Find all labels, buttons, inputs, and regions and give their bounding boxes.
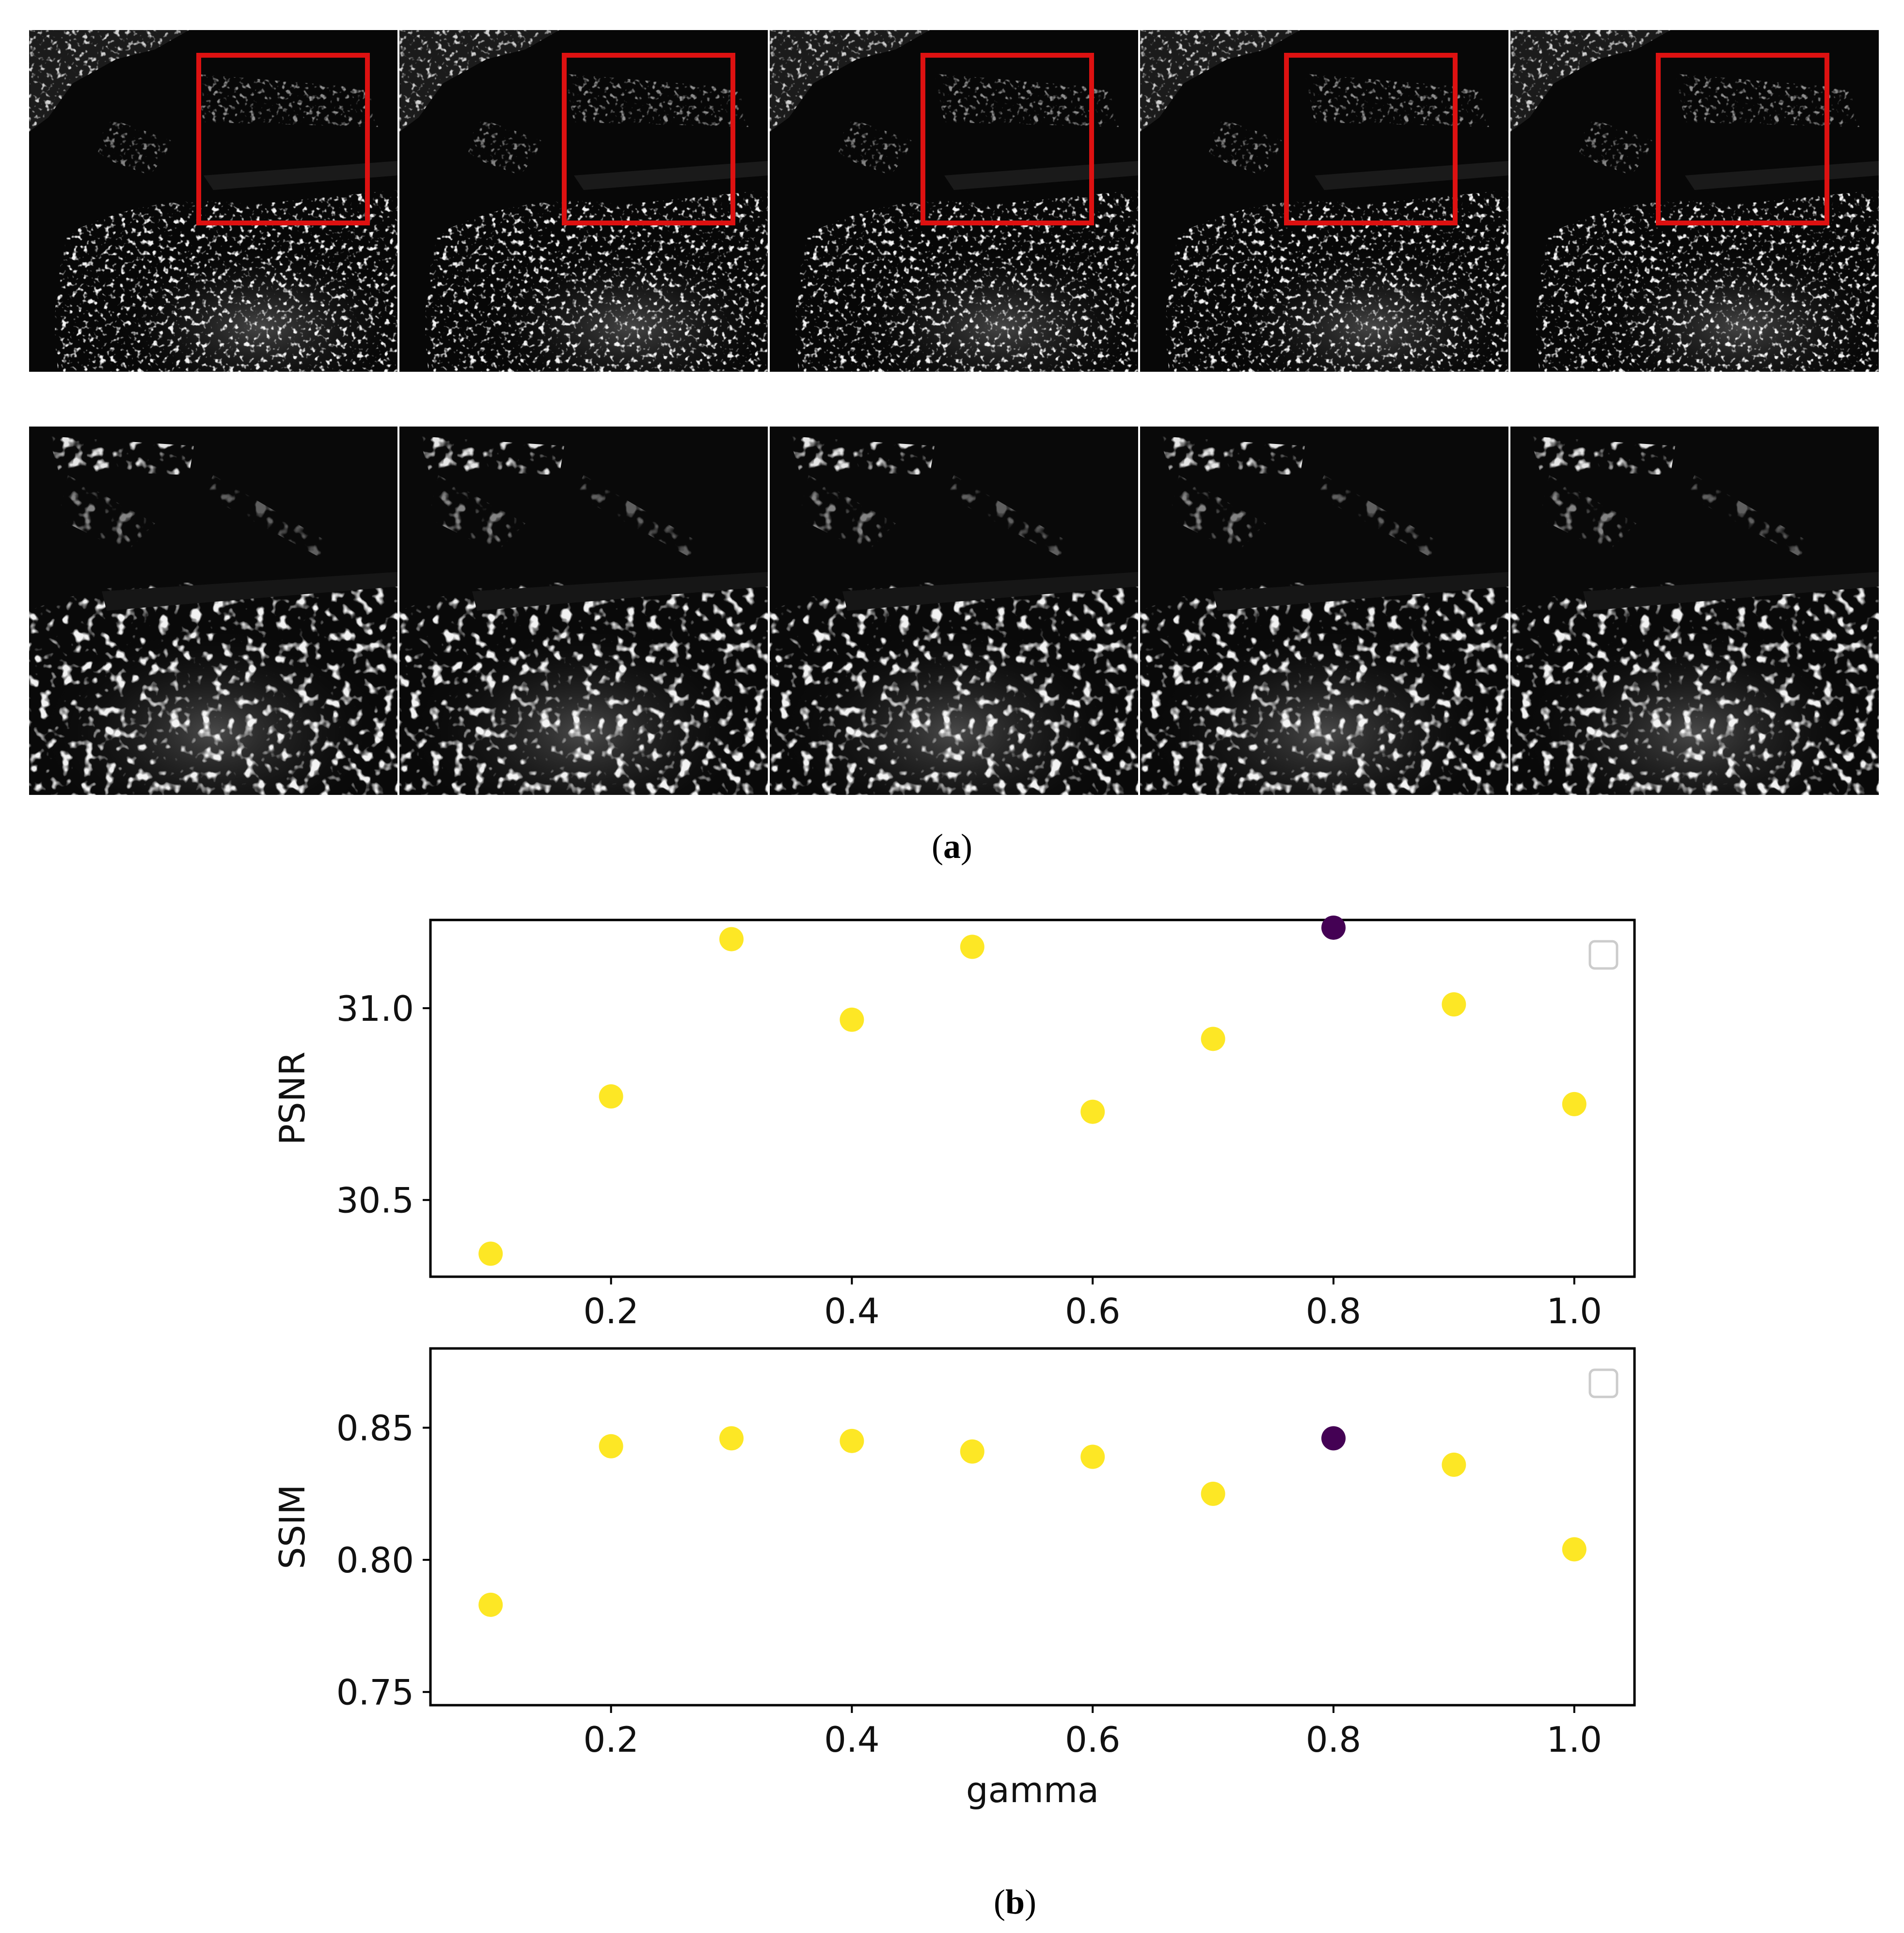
data-point	[1562, 1537, 1587, 1562]
data-point	[719, 927, 744, 951]
sar-crop-row2-col1	[29, 427, 397, 795]
data-point	[1321, 1426, 1346, 1451]
data-point	[1201, 1027, 1225, 1051]
y-tick-label: 30.5	[336, 1180, 414, 1221]
x-tick-label: 0.6	[1065, 1291, 1121, 1331]
zoom-region-box	[920, 53, 1094, 225]
data-point	[840, 1428, 864, 1453]
data-point	[1201, 1481, 1225, 1506]
x-tick-label: 0.4	[824, 1291, 880, 1331]
data-point	[1080, 1444, 1105, 1469]
y-tick-label: 0.75	[336, 1672, 414, 1713]
data-point	[840, 1007, 864, 1032]
data-point	[1321, 915, 1346, 940]
sar-panel-row1-col5	[1510, 30, 1879, 372]
zoom-region-box	[196, 53, 370, 225]
data-point	[599, 1434, 623, 1458]
plot-frame	[429, 1347, 1636, 1707]
x-tick-label: 1.0	[1547, 1719, 1603, 1760]
data-point	[719, 1426, 744, 1451]
image-grid-row-1	[29, 30, 1879, 372]
psnr-scatter-chart: 0.2 0.4 0.6 0.8 1.0 30.5 31.0 PSNR	[272, 915, 1636, 1331]
x-tick-label: 0.8	[1306, 1291, 1362, 1331]
ssim-scatter-chart: 0.2 0.4 0.6 0.8 1.0 0.75 0.80 0.85 SSIM gamma	[272, 1347, 1636, 1810]
legend-box	[1588, 1368, 1618, 1398]
plot-frame	[429, 919, 1636, 1278]
caption-a: (a)	[932, 827, 972, 866]
data-point	[1080, 1099, 1105, 1124]
x-tick-label: 0.4	[824, 1719, 880, 1760]
y-tick-label: 0.80	[336, 1540, 414, 1581]
zoom-region-box	[1656, 53, 1829, 225]
x-tick-label: 0.2	[583, 1291, 639, 1331]
y-axis-label: SSIM	[272, 1485, 313, 1569]
x-tick-label: 0.8	[1306, 1719, 1362, 1760]
x-tick-label: 1.0	[1547, 1291, 1603, 1331]
data-point	[960, 1439, 984, 1464]
data-point	[478, 1241, 503, 1266]
zoom-region-box	[562, 53, 735, 225]
sar-panel-row1-col4	[1140, 30, 1508, 372]
data-point	[1442, 992, 1466, 1017]
sar-crop-row2-col2	[399, 427, 768, 795]
sar-crop-row2-col3	[770, 427, 1138, 795]
x-tick-label: 0.6	[1065, 1719, 1121, 1760]
data-point	[1562, 1092, 1587, 1116]
y-tick-label: 0.85	[336, 1408, 414, 1449]
y-tick-label: 31.0	[336, 988, 414, 1029]
sar-panel-row1-col1	[29, 30, 397, 372]
data-point	[1442, 1452, 1466, 1477]
y-axis-label: PSNR	[272, 1051, 313, 1145]
image-grid-row-2	[29, 427, 1879, 795]
caption-b: (b)	[994, 1883, 1036, 1921]
sar-panel-row1-col2	[399, 30, 768, 372]
x-axis-label: gamma	[966, 1770, 1099, 1810]
sar-panel-row1-col3	[770, 30, 1138, 372]
data-point	[960, 935, 984, 959]
data-point	[478, 1592, 503, 1617]
sar-crop-row2-col5	[1510, 427, 1879, 795]
zoom-region-box	[1284, 53, 1458, 225]
data-point	[599, 1084, 623, 1109]
legend-box	[1588, 940, 1618, 970]
x-tick-label: 0.2	[583, 1719, 639, 1760]
sar-crop-row2-col4	[1140, 427, 1508, 795]
